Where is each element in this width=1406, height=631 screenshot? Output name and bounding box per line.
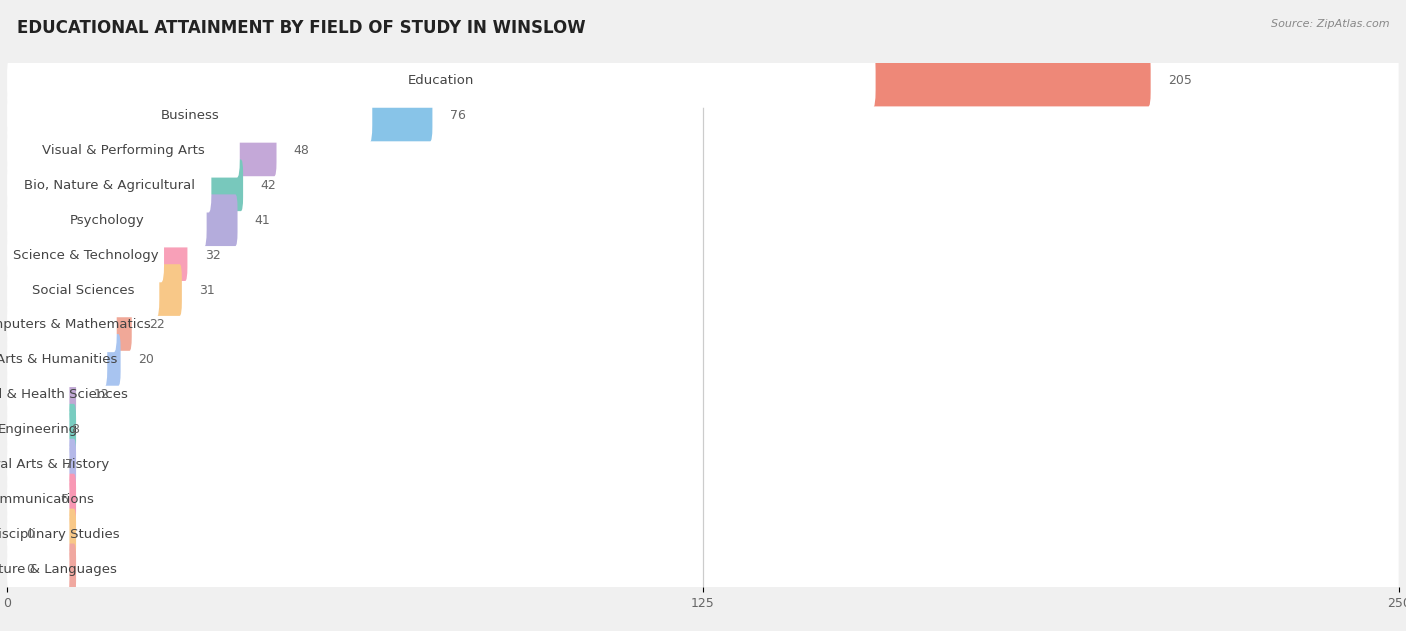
FancyBboxPatch shape [7, 158, 211, 213]
FancyBboxPatch shape [4, 543, 76, 595]
Text: 205: 205 [1168, 74, 1192, 87]
Text: Visual & Performing Arts: Visual & Performing Arts [42, 144, 205, 157]
Text: Education: Education [408, 74, 474, 87]
FancyBboxPatch shape [7, 133, 1399, 168]
Text: 12: 12 [93, 388, 110, 401]
FancyBboxPatch shape [4, 194, 238, 246]
FancyBboxPatch shape [4, 369, 76, 421]
Text: 6: 6 [60, 493, 67, 506]
Text: 0: 0 [27, 528, 35, 541]
Text: 20: 20 [138, 353, 153, 367]
Text: 32: 32 [205, 249, 221, 262]
Text: Computers & Mathematics: Computers & Mathematics [0, 319, 150, 331]
FancyBboxPatch shape [7, 238, 1399, 273]
Text: 22: 22 [149, 319, 165, 331]
Text: 76: 76 [450, 109, 465, 122]
Text: Source: ZipAtlas.com: Source: ZipAtlas.com [1271, 19, 1389, 29]
FancyBboxPatch shape [7, 507, 69, 562]
FancyBboxPatch shape [7, 368, 69, 422]
Text: Liberal Arts & History: Liberal Arts & History [0, 458, 110, 471]
FancyBboxPatch shape [4, 509, 76, 560]
FancyBboxPatch shape [4, 160, 243, 211]
FancyBboxPatch shape [4, 90, 433, 141]
Text: 8: 8 [72, 423, 79, 436]
FancyBboxPatch shape [7, 63, 1399, 98]
FancyBboxPatch shape [4, 229, 187, 281]
FancyBboxPatch shape [7, 273, 1399, 307]
FancyBboxPatch shape [7, 298, 117, 352]
FancyBboxPatch shape [4, 334, 121, 386]
Text: Bio, Nature & Agricultural: Bio, Nature & Agricultural [24, 179, 194, 192]
FancyBboxPatch shape [7, 482, 1399, 517]
FancyBboxPatch shape [7, 343, 1399, 377]
Text: Social Sciences: Social Sciences [32, 283, 135, 297]
FancyBboxPatch shape [7, 377, 1399, 412]
FancyBboxPatch shape [4, 55, 1150, 107]
Text: 41: 41 [254, 214, 270, 227]
FancyBboxPatch shape [7, 517, 1399, 552]
FancyBboxPatch shape [7, 98, 1399, 133]
FancyBboxPatch shape [7, 437, 69, 492]
FancyBboxPatch shape [4, 124, 277, 176]
FancyBboxPatch shape [7, 447, 1399, 482]
FancyBboxPatch shape [7, 542, 69, 596]
Text: Physical & Health Sciences: Physical & Health Sciences [0, 388, 128, 401]
Text: 42: 42 [260, 179, 276, 192]
FancyBboxPatch shape [4, 299, 132, 351]
FancyBboxPatch shape [7, 263, 159, 317]
FancyBboxPatch shape [7, 193, 207, 247]
FancyBboxPatch shape [4, 474, 76, 526]
Text: Communications: Communications [0, 493, 94, 506]
FancyBboxPatch shape [4, 404, 76, 456]
Text: 7: 7 [66, 458, 73, 471]
FancyBboxPatch shape [7, 54, 876, 108]
FancyBboxPatch shape [7, 123, 240, 177]
FancyBboxPatch shape [4, 439, 76, 490]
FancyBboxPatch shape [7, 403, 69, 457]
Text: Business: Business [160, 109, 219, 122]
FancyBboxPatch shape [7, 333, 107, 387]
Text: EDUCATIONAL ATTAINMENT BY FIELD OF STUDY IN WINSLOW: EDUCATIONAL ATTAINMENT BY FIELD OF STUDY… [17, 19, 585, 37]
FancyBboxPatch shape [4, 264, 181, 316]
Text: 48: 48 [294, 144, 309, 157]
Text: Engineering: Engineering [0, 423, 79, 436]
Text: Science & Technology: Science & Technology [13, 249, 159, 262]
Text: Literature & Languages: Literature & Languages [0, 563, 117, 576]
FancyBboxPatch shape [7, 88, 373, 143]
FancyBboxPatch shape [7, 552, 1399, 587]
Text: Psychology: Psychology [69, 214, 145, 227]
FancyBboxPatch shape [7, 307, 1399, 343]
FancyBboxPatch shape [7, 412, 1399, 447]
FancyBboxPatch shape [7, 228, 165, 282]
FancyBboxPatch shape [7, 168, 1399, 203]
FancyBboxPatch shape [7, 203, 1399, 238]
Text: Multidisciplinary Studies: Multidisciplinary Studies [0, 528, 120, 541]
Text: 31: 31 [200, 283, 215, 297]
Text: Arts & Humanities: Arts & Humanities [0, 353, 118, 367]
Text: 0: 0 [27, 563, 35, 576]
FancyBboxPatch shape [7, 473, 69, 527]
